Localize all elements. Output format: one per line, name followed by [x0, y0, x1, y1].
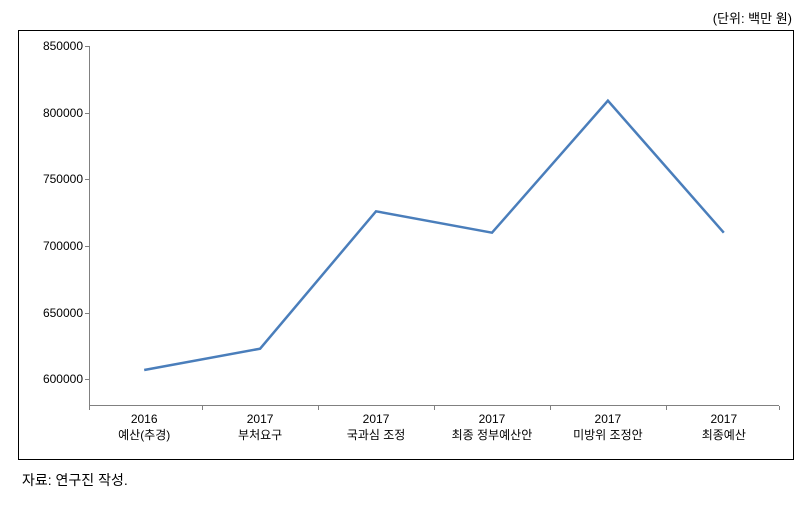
- line-chart-svg: [89, 46, 779, 406]
- x-tick-label: 2017최종예산: [702, 406, 746, 443]
- source-label: 자료: 연구진 작성.: [22, 470, 128, 490]
- y-tick-mark: [85, 246, 89, 247]
- y-tick-label: 650000: [43, 306, 89, 320]
- unit-label: (단위: 백만 원): [713, 8, 792, 27]
- y-tick-mark: [85, 313, 89, 314]
- y-tick-mark: [85, 113, 89, 114]
- chart-container: 600000 650000 700000 750000 800000 850000 2016…: [18, 30, 794, 460]
- x-tick-label: 2016예산(추경): [118, 406, 170, 443]
- x-tick-mark: [550, 406, 551, 410]
- y-tick-label: 700000: [43, 239, 89, 253]
- y-tick-label: 850000: [43, 39, 89, 53]
- x-tick-mark: [202, 406, 203, 410]
- x-tick-mark: [89, 406, 90, 410]
- y-tick-label: 750000: [43, 172, 89, 186]
- x-tick-mark: [779, 406, 780, 410]
- x-tick-label: 2017미방위 조정안: [573, 406, 643, 443]
- x-tick-mark: [318, 406, 319, 410]
- x-tick-mark: [434, 406, 435, 410]
- y-tick-mark: [85, 379, 89, 380]
- x-tick-mark: [666, 406, 667, 410]
- plot-area: 6000006500007000007500008000008500002016…: [89, 46, 779, 406]
- x-tick-label: 2017부처요구: [238, 406, 282, 443]
- x-tick-label: 2017최종 정부예산안: [452, 406, 533, 443]
- y-tick-mark: [85, 179, 89, 180]
- y-tick-label: 800000: [43, 106, 89, 120]
- y-tick-label: 600000: [43, 372, 89, 386]
- x-tick-label: 2017국과심 조정: [347, 406, 406, 443]
- y-tick-mark: [85, 46, 89, 47]
